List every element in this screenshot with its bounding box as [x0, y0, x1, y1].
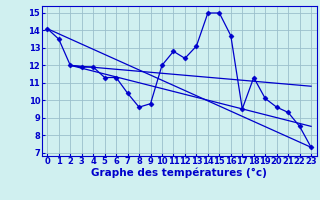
- X-axis label: Graphe des températures (°c): Graphe des températures (°c): [91, 168, 267, 178]
